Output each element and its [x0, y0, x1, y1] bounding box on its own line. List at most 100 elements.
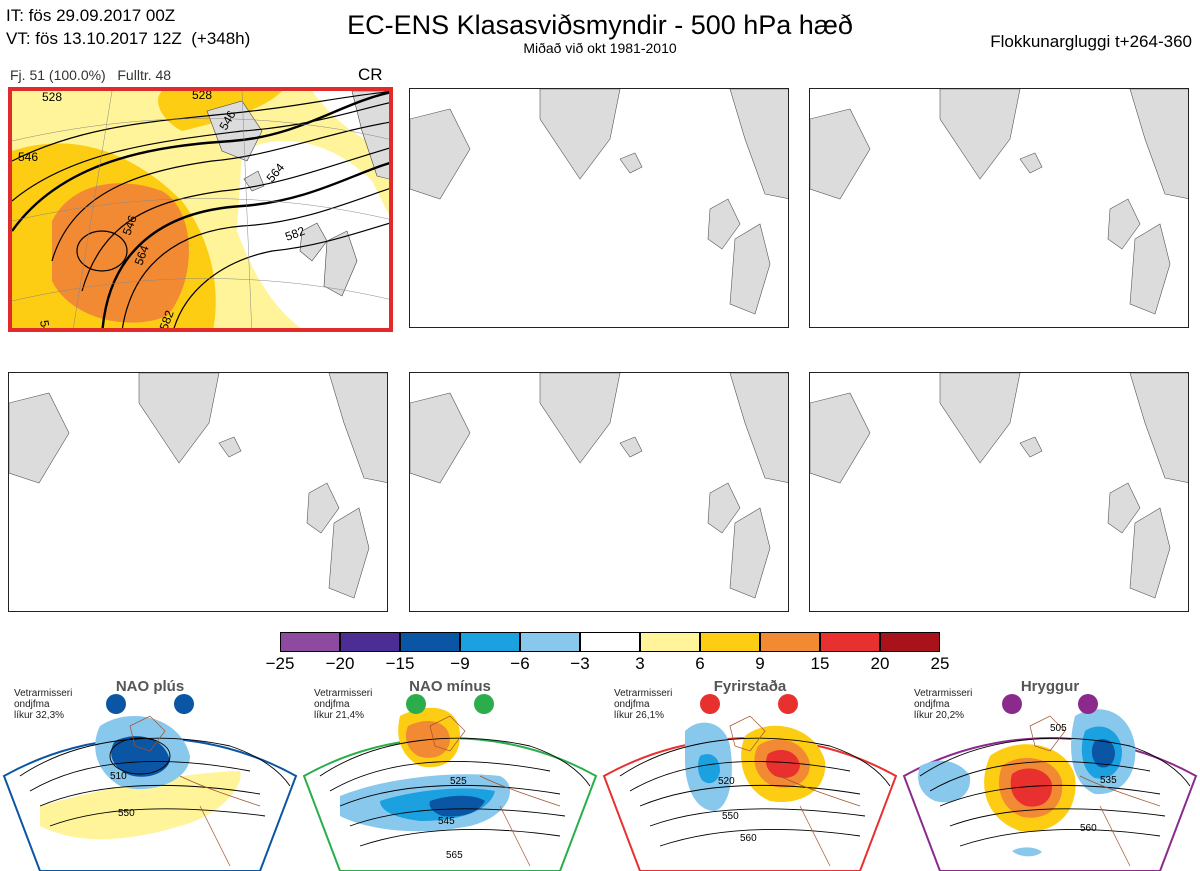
land-mass — [707, 482, 741, 534]
land-mass — [410, 392, 471, 484]
regime-map: 525 545 565 — [302, 694, 598, 871]
regime-marker-dot — [406, 694, 426, 714]
land-mass — [9, 392, 70, 484]
coastlines — [729, 715, 861, 867]
anomaly-positive-core — [766, 750, 800, 778]
anomaly-negative-core — [1091, 739, 1115, 768]
basemap — [810, 89, 1188, 315]
cluster-map-2[interactable] — [409, 88, 789, 328]
regime-nao-minus[interactable]: 525 545 565 NAO mínus Vetrarmisseri ondj… — [300, 676, 600, 871]
height-contours — [12, 91, 389, 328]
colorbar-label: 9 — [755, 654, 765, 673]
land-mass — [539, 89, 621, 180]
coastlines — [129, 715, 261, 867]
anomaly-orange-core — [52, 183, 189, 323]
bold-contours — [12, 91, 389, 328]
classification-window: Flokkunargluggi t+264-360 — [990, 32, 1192, 51]
colorbar-cell — [280, 632, 340, 652]
land-mass — [1019, 152, 1043, 174]
land-mass — [810, 392, 871, 484]
anomaly-negative-west — [918, 760, 971, 803]
regime-map: 520 550 560 — [602, 694, 898, 871]
contour-label: 545 — [438, 816, 455, 827]
contour-label: 505 — [1050, 723, 1067, 734]
land-mass — [939, 373, 1021, 464]
regime-note: Vetrarmisseri ondjfma líkur 21,4% — [314, 688, 373, 721]
contour-label: 528 — [42, 91, 62, 104]
colorbar-label: −3 — [570, 654, 590, 673]
regime-marker-dot — [174, 694, 194, 714]
colorbar-cell — [640, 632, 700, 652]
contour-label: 546 — [18, 150, 38, 164]
land-mass — [729, 507, 771, 599]
regime-note: Vetrarmisseri ondjfma líkur 20,2% — [914, 688, 973, 721]
land-mass — [729, 223, 771, 315]
regime-code: CR — [358, 65, 383, 84]
regime-blocking[interactable]: 520 550 560 Fyrirstaða Vetrarmisseri ond… — [600, 676, 900, 871]
regime-marker-dot — [1078, 694, 1098, 714]
land-mass — [1129, 89, 1188, 199]
regime-ridge[interactable]: 505 535 560 Hryggur Vetrarmisseri ondjfm… — [900, 676, 1200, 871]
land-mass — [810, 108, 871, 200]
land-mass — [328, 507, 370, 599]
land-mass — [306, 482, 340, 534]
coastlines — [1029, 715, 1161, 867]
regime-contours — [619, 737, 891, 847]
regime-map: 510 550 — [2, 694, 298, 871]
colorbar-cell — [580, 632, 640, 652]
colorbar-label: −20 — [325, 654, 355, 673]
page-title: EC-ENS Klasasviðsmyndir - 500 hPa hæð — [347, 10, 853, 40]
initial-time: IT: fös 29.09.2017 00Z — [6, 6, 176, 25]
contour-label: 528 — [192, 91, 212, 102]
colorbar-cell — [520, 632, 580, 652]
regime-marker-dot — [1002, 694, 1022, 714]
contour-label: 560 — [740, 833, 757, 844]
colorbar-label: −9 — [450, 654, 470, 673]
anomaly-negative-core — [697, 754, 720, 784]
cluster-map-5[interactable] — [409, 372, 789, 612]
valid-time: VT: fös 13.10.2017 12Z (+348h) — [6, 29, 251, 48]
colorbar-cell — [400, 632, 460, 652]
regime-note: Vetrarmisseri ondjfma líkur 32,3% — [14, 688, 73, 721]
regime-contours — [319, 737, 591, 847]
regime-marker-dot — [778, 694, 798, 714]
contour-label: 546 — [120, 213, 140, 237]
anomaly-positive-core — [1010, 768, 1053, 807]
cluster-map-6[interactable] — [809, 372, 1189, 612]
land-mass — [1129, 373, 1188, 483]
colorbar-label: 20 — [870, 654, 890, 673]
land-mass — [619, 436, 643, 458]
colorbar-label: −25 — [265, 654, 295, 673]
regime-marker-dot — [700, 694, 720, 714]
colorbar-cell — [880, 632, 940, 652]
contour-label: 520 — [718, 776, 735, 787]
regime-name: NAO plús — [115, 678, 185, 695]
land-mass — [729, 89, 788, 199]
land-mass — [1107, 198, 1141, 250]
basemap — [410, 89, 788, 315]
regime-note: Vetrarmisseri ondjfma líkur 26,1% — [614, 688, 673, 721]
land-mass — [939, 89, 1021, 180]
basemap — [810, 373, 1188, 599]
colorbar-label: −15 — [385, 654, 415, 673]
contour-label: 525 — [450, 776, 467, 787]
regime-contours — [919, 737, 1191, 847]
regime-name: Fyrirstaða — [713, 678, 787, 695]
land-mass — [328, 373, 387, 483]
anomaly-map: 528 528 546 546 564 564 582 582 546 546 — [12, 91, 389, 328]
regime-name: Hryggur — [1020, 678, 1080, 695]
regime-nao-plus[interactable]: 510 550 NAO plús Vetrarmisseri ondjfma l… — [0, 676, 300, 871]
colorbar-cell — [460, 632, 520, 652]
cluster-map-4[interactable] — [8, 372, 388, 612]
anomaly-negative-south — [1012, 847, 1042, 857]
land-mass — [218, 436, 242, 458]
graticule — [12, 91, 389, 328]
cluster-map-1[interactable]: 528 528 546 546 564 564 582 582 546 546 — [8, 87, 393, 332]
land-mass — [729, 373, 788, 483]
anomaly-negative-core — [111, 736, 170, 777]
anomaly-negative-core — [429, 795, 485, 817]
colorbar-label: 6 — [695, 654, 705, 673]
contour-label: 564 — [132, 243, 152, 267]
land-mass — [619, 152, 643, 174]
cluster-map-3[interactable] — [809, 88, 1189, 328]
